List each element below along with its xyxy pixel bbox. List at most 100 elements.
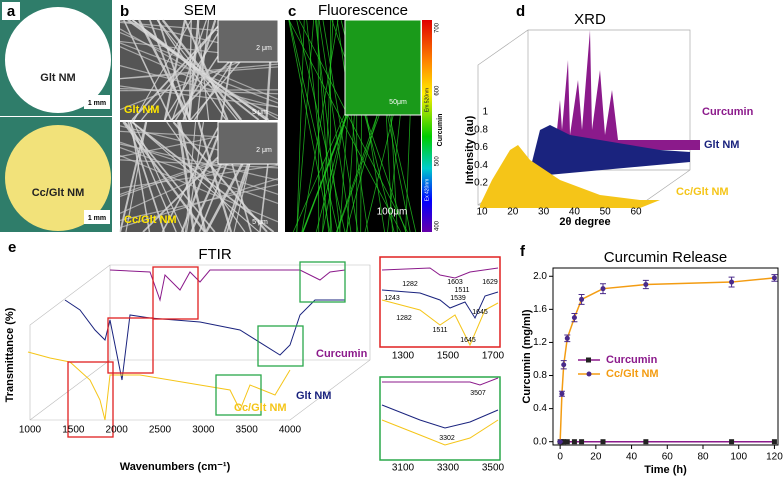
marker bbox=[564, 335, 570, 341]
y-tick-label: 1.6 bbox=[533, 304, 547, 315]
fiber bbox=[119, 65, 279, 108]
fiber bbox=[171, 19, 208, 121]
ftir-trace bbox=[27, 351, 291, 421]
peak-label: 1539 bbox=[450, 295, 466, 302]
peak-label: 1282 bbox=[396, 315, 412, 322]
marker bbox=[643, 282, 649, 288]
peak-label: 1511 bbox=[432, 327, 447, 334]
panel-label: a bbox=[7, 3, 16, 20]
x-tick-label: 3000 bbox=[192, 425, 215, 436]
fiber bbox=[119, 159, 279, 169]
marker bbox=[579, 439, 585, 445]
panel-title: Fluorescence bbox=[318, 2, 408, 19]
fiber bbox=[317, 19, 320, 233]
fiber bbox=[125, 121, 148, 233]
peak-label: 1603 bbox=[447, 279, 463, 286]
fiber bbox=[296, 19, 305, 233]
fiber bbox=[298, 19, 408, 233]
x-tick-label: 20 bbox=[590, 452, 602, 463]
chart-title: Curcumin Release bbox=[604, 249, 727, 266]
y-tick-label: 1.2 bbox=[533, 337, 547, 348]
inset-trace bbox=[381, 299, 499, 347]
colorbar-tick: 700 bbox=[435, 22, 441, 33]
marker bbox=[557, 439, 563, 445]
fiber bbox=[188, 19, 200, 121]
scale-label: 1 mm bbox=[88, 215, 106, 222]
sem-inset bbox=[217, 121, 279, 165]
x-tick-label: 2000 bbox=[106, 425, 129, 436]
fiber bbox=[306, 19, 330, 233]
y-tick-label: 1 bbox=[482, 107, 488, 118]
series-label: Curcumin bbox=[316, 348, 368, 360]
marker bbox=[561, 362, 567, 368]
panel-label: f bbox=[520, 243, 526, 260]
inset-trace bbox=[381, 419, 499, 446]
y-tick-label: 0.2 bbox=[474, 178, 488, 189]
ftir-trace bbox=[64, 299, 345, 381]
axis-label: Intensity (au) bbox=[464, 115, 476, 184]
y-axis-label: Curcumin (mg/ml) bbox=[521, 309, 533, 403]
x-tick-label: 3100 bbox=[392, 463, 415, 474]
fiber bbox=[133, 19, 192, 121]
x-tick-label: 100 bbox=[730, 452, 747, 463]
x-tick-label: 2500 bbox=[149, 425, 172, 436]
series-label: Cc/Glt NM bbox=[234, 402, 287, 414]
x-tick-label: 1300 bbox=[392, 351, 415, 362]
fiber bbox=[301, 19, 339, 233]
fiber bbox=[119, 155, 279, 223]
marker bbox=[564, 439, 570, 445]
inset-trace bbox=[381, 267, 499, 279]
fiber bbox=[119, 183, 279, 221]
x-tick-label: 120 bbox=[766, 452, 783, 463]
x-tick-label: 1500 bbox=[62, 425, 85, 436]
inset bbox=[379, 376, 501, 461]
fiber bbox=[119, 89, 279, 92]
fiber bbox=[322, 19, 334, 233]
x-tick-label: 50 bbox=[600, 207, 612, 218]
membrane bbox=[5, 7, 111, 113]
ftir-trace bbox=[109, 269, 346, 302]
x-tick-label: 1500 bbox=[437, 351, 460, 362]
y-tick-label: 0.4 bbox=[533, 403, 547, 414]
sample-label: Cc/Glt NM bbox=[124, 214, 177, 226]
y-tick-label: 0.4 bbox=[474, 160, 488, 171]
x-tick-label: 40 bbox=[569, 207, 581, 218]
series-label: Glt NM bbox=[296, 390, 331, 402]
panel-label: c bbox=[288, 3, 296, 20]
marker bbox=[600, 286, 606, 292]
x-tick-label: 80 bbox=[697, 452, 709, 463]
fiber bbox=[119, 42, 279, 104]
peak-label: 3302 bbox=[439, 435, 455, 442]
series-line bbox=[559, 277, 775, 442]
y-tick-label: 2.0 bbox=[533, 271, 547, 282]
x-tick-label: 40 bbox=[626, 452, 638, 463]
fiber bbox=[129, 121, 177, 233]
xrd-trace bbox=[480, 145, 660, 208]
fiber bbox=[140, 19, 224, 121]
marker bbox=[559, 391, 565, 397]
sample-label: Glt NM bbox=[40, 72, 75, 84]
colorbar-label: Curcumin bbox=[437, 114, 444, 147]
fiber bbox=[119, 147, 279, 204]
x-tick-label: 0 bbox=[557, 452, 563, 463]
fiber bbox=[178, 121, 207, 233]
peak-label: 1282 bbox=[402, 281, 418, 288]
fiber bbox=[119, 143, 279, 181]
fiber bbox=[322, 19, 359, 233]
x-tick-label: 10 bbox=[476, 207, 488, 218]
label-box bbox=[2, 2, 20, 20]
fiber bbox=[123, 19, 172, 121]
fiber bbox=[119, 164, 279, 189]
scale-label: 2 μm bbox=[256, 45, 272, 52]
fiber bbox=[131, 19, 225, 121]
legend-label: Curcumin bbox=[606, 354, 658, 366]
scale-box bbox=[84, 210, 110, 224]
highlight-box bbox=[67, 261, 346, 438]
colorbar-tick: 500 bbox=[435, 156, 441, 167]
sample-label: Glt NM bbox=[124, 104, 159, 116]
x-tick-label: 30 bbox=[538, 207, 550, 218]
x-tick-label: 1700 bbox=[482, 351, 505, 362]
x-tick-label: 20 bbox=[507, 207, 519, 218]
axis-label: 2θ degree bbox=[559, 216, 610, 228]
